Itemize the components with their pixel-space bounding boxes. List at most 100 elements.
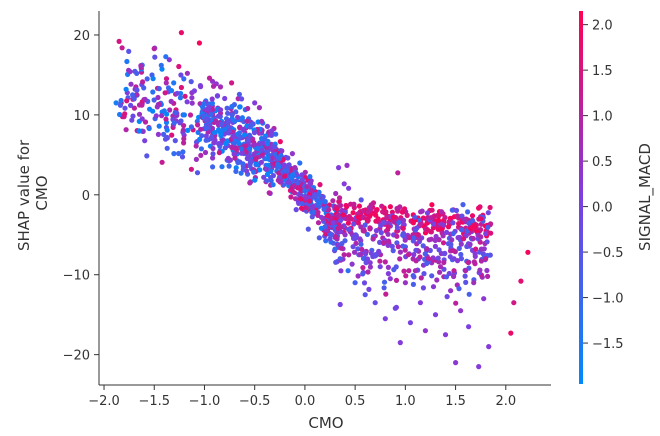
data-point — [440, 240, 447, 246]
data-point — [432, 237, 438, 243]
data-point — [373, 228, 379, 234]
data-point — [136, 111, 143, 117]
data-point — [233, 146, 240, 152]
data-point — [365, 217, 371, 223]
data-point — [285, 179, 292, 185]
data-point — [470, 218, 476, 224]
data-point — [198, 126, 204, 132]
data-point — [188, 166, 194, 172]
data-point — [360, 255, 367, 262]
data-point — [387, 276, 393, 282]
data-point — [180, 149, 186, 155]
data-point — [209, 96, 215, 102]
data-point — [150, 89, 156, 95]
data-point — [485, 273, 491, 279]
data-point — [123, 127, 129, 133]
data-point — [358, 241, 364, 247]
data-point — [347, 216, 353, 222]
data-point — [163, 54, 169, 60]
data-point — [320, 216, 326, 222]
data-point — [382, 259, 388, 265]
data-point — [196, 40, 202, 46]
data-point — [116, 38, 122, 45]
colorbar-tick-label: −0.5 — [592, 246, 624, 261]
data-point — [451, 273, 457, 280]
x-tick-label: 1.0 — [395, 394, 416, 409]
y-axis-label-line-1: SHAP value for — [15, 139, 33, 251]
data-point — [385, 231, 391, 237]
data-point — [162, 90, 168, 96]
data-point — [178, 72, 184, 78]
data-point — [377, 258, 383, 264]
axes: −2.0 −1.5 −1.0 −0.5 0.0 0.5 1.0 1.5 2.0 −20 −10 0 10… — [63, 11, 551, 409]
data-point — [375, 216, 381, 222]
data-point — [394, 205, 400, 212]
data-point — [418, 275, 424, 281]
data-point — [417, 236, 423, 242]
data-point — [412, 227, 419, 233]
x-tick-label: 0.5 — [345, 394, 366, 409]
data-point — [226, 163, 232, 169]
data-point — [193, 143, 199, 149]
data-point — [395, 170, 401, 176]
data-point — [193, 156, 199, 162]
data-point — [257, 167, 263, 173]
data-point — [383, 291, 389, 297]
data-point — [285, 155, 291, 161]
data-point — [163, 76, 170, 82]
data-point — [390, 214, 396, 220]
data-point — [425, 256, 432, 262]
data-point — [372, 300, 378, 306]
data-point — [242, 132, 248, 138]
data-point — [224, 105, 230, 111]
data-point — [184, 99, 190, 105]
data-point — [373, 252, 379, 258]
data-point — [350, 235, 357, 241]
data-point — [213, 118, 219, 124]
data-point — [458, 251, 464, 258]
data-point — [460, 202, 466, 208]
data-point — [421, 271, 427, 277]
data-point — [140, 128, 146, 134]
y-tick-label: 0 — [82, 189, 90, 204]
data-point — [236, 130, 242, 136]
data-point — [400, 243, 406, 249]
data-point — [449, 237, 455, 243]
data-point — [211, 140, 217, 146]
data-point — [377, 264, 383, 270]
data-point — [459, 227, 465, 233]
data-point — [440, 233, 446, 239]
data-point — [171, 120, 177, 126]
data-point — [424, 210, 431, 216]
data-point — [119, 45, 125, 51]
data-point — [411, 235, 417, 241]
data-point — [355, 246, 361, 252]
data-point — [141, 85, 147, 91]
data-point — [127, 69, 133, 75]
data-point — [211, 129, 218, 136]
data-point — [476, 364, 482, 370]
y-tick-label: 20 — [73, 29, 90, 44]
data-point — [265, 156, 271, 162]
data-point — [289, 151, 295, 157]
x-tick-label: −2.0 — [88, 394, 120, 409]
data-point — [349, 261, 355, 267]
data-point — [177, 120, 183, 126]
data-point — [198, 84, 204, 90]
data-point — [485, 224, 491, 230]
colorbar-label: SIGNAL_MACD — [636, 143, 655, 251]
data-point — [298, 196, 304, 202]
data-point — [315, 209, 321, 215]
data-point — [422, 328, 428, 334]
data-point — [469, 213, 476, 219]
data-point — [410, 273, 416, 279]
data-point — [138, 63, 144, 69]
data-point — [305, 226, 311, 232]
data-point — [338, 268, 344, 274]
data-point — [338, 245, 344, 251]
data-point — [381, 285, 387, 291]
data-point — [286, 162, 292, 168]
data-point — [176, 63, 182, 70]
data-point — [150, 76, 156, 82]
data-point — [357, 236, 363, 242]
